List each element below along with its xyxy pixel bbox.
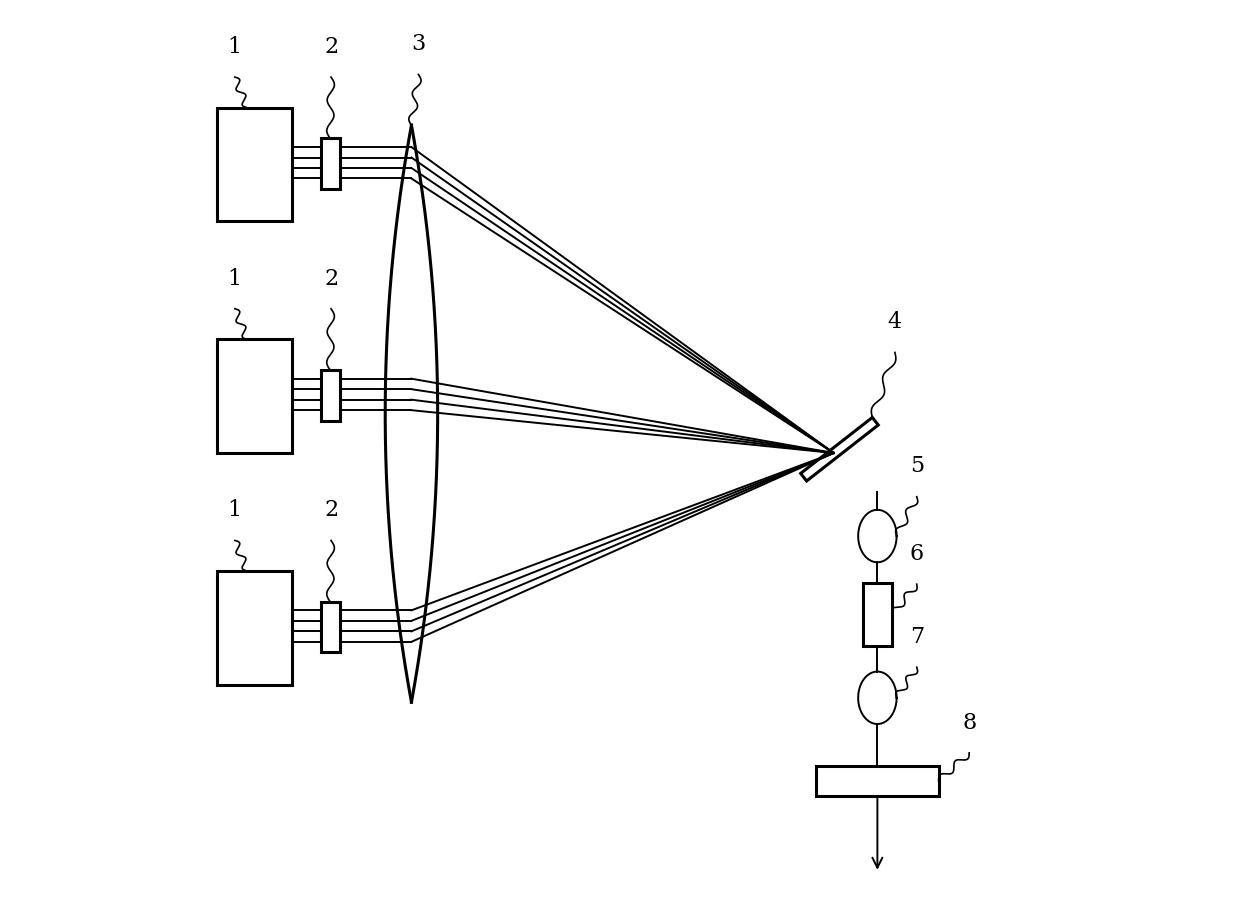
Text: 2: 2 — [323, 36, 338, 58]
Text: 1: 1 — [228, 36, 242, 58]
Text: 6: 6 — [909, 543, 924, 565]
Polygon shape — [800, 418, 878, 481]
Text: 1: 1 — [228, 499, 242, 521]
Bar — [217, 340, 291, 453]
Bar — [862, 583, 892, 646]
Text: 4: 4 — [888, 312, 902, 333]
Bar — [217, 571, 291, 685]
Bar — [217, 108, 291, 221]
Text: 8: 8 — [961, 711, 976, 734]
Bar — [321, 139, 339, 189]
Bar — [321, 602, 339, 652]
Text: 2: 2 — [323, 267, 338, 290]
Text: 1: 1 — [228, 267, 242, 290]
Text: 7: 7 — [909, 626, 924, 648]
Text: 5: 5 — [909, 456, 924, 477]
Bar — [817, 766, 939, 795]
Text: 3: 3 — [411, 34, 425, 55]
Bar — [321, 370, 339, 420]
Text: 2: 2 — [323, 499, 338, 521]
